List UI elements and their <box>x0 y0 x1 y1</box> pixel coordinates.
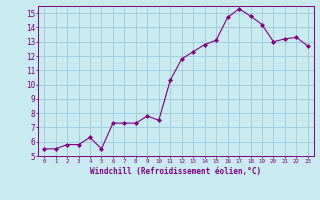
X-axis label: Windchill (Refroidissement éolien,°C): Windchill (Refroidissement éolien,°C) <box>91 167 261 176</box>
